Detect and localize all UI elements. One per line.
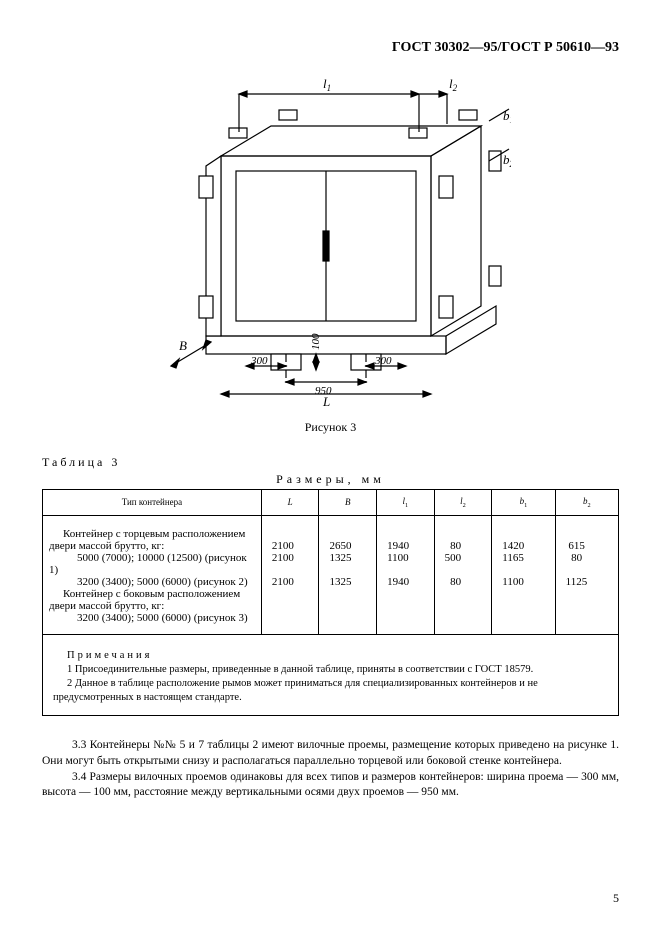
- cell-B: 2650 1325 1325: [319, 515, 377, 634]
- table-caption: Размеры, мм: [42, 472, 619, 487]
- dim-300b: 300: [374, 355, 392, 367]
- page-header: ГОСТ 30302—95/ГОСТ Р 50610—93: [42, 40, 619, 56]
- th-type: Тип контейнера: [43, 490, 262, 516]
- cell-b1: 1420 1165 1100: [492, 515, 555, 634]
- desc-line: 3200 (3400); 5000 (6000) (рисунок 3): [49, 612, 255, 624]
- th-L: L: [261, 490, 319, 516]
- dim-b2: b2: [503, 152, 511, 169]
- container-drawing: l1 l2 b1 b2 B L 300 300 950 100: [151, 66, 511, 406]
- body-text: 3.3 Контейнеры №№ 5 и 7 таблицы 2 имеют …: [42, 738, 619, 800]
- dim-100: 100: [310, 333, 322, 350]
- th-l2: l2: [434, 490, 492, 516]
- table-label: Таблица 3: [42, 455, 619, 470]
- desc-line: 3200 (3400); 5000 (6000) (рисунок 2): [49, 576, 255, 588]
- para-3-4: 3.4 Размеры вилочных проемов одинаковы д…: [42, 770, 619, 801]
- table-row: Контейнер с торцевым расположением двери…: [43, 515, 619, 634]
- cell-l2: 80 500 80: [434, 515, 492, 634]
- notes-title: Примечания: [53, 649, 608, 663]
- note-1: 1 Присоединительные размеры, приведенные…: [53, 663, 608, 677]
- dim-l2: l2: [449, 76, 458, 93]
- cell-b2: 615 80 1125: [555, 515, 618, 634]
- dim-b1: b1: [503, 108, 511, 125]
- dimensions-table: Тип контейнера L B l1 l2 b1 b2 Контейнер…: [42, 489, 619, 635]
- note-2: 2 Данное в таблице расположение рымов мо…: [53, 677, 608, 705]
- figure-caption: Рисунок 3: [42, 420, 619, 435]
- figure-3: l1 l2 b1 b2 B L 300 300 950 100: [42, 66, 619, 406]
- cell-l1: 1940 1100 1940: [377, 515, 435, 634]
- th-b2: b2: [555, 490, 618, 516]
- para-3-3: 3.3 Контейнеры №№ 5 и 7 таблицы 2 имеют …: [42, 738, 619, 769]
- dim-B: B: [179, 338, 187, 353]
- desc-line: Контейнер с боковым расположением двери …: [49, 588, 255, 612]
- desc-line: 5000 (7000); 10000 (12500) (рисунок 1): [49, 552, 255, 576]
- th-b1: b1: [492, 490, 555, 516]
- dim-300a: 300: [250, 355, 268, 367]
- dim-l1: l1: [323, 76, 331, 93]
- th-B: B: [319, 490, 377, 516]
- th-l1: l1: [377, 490, 435, 516]
- cell-L: 2100 2100 2100: [261, 515, 319, 634]
- table-header-row: Тип контейнера L B l1 l2 b1 b2: [43, 490, 619, 516]
- table-notes: Примечания 1 Присоединительные размеры, …: [42, 635, 619, 717]
- dim-950: 950: [315, 385, 332, 397]
- page-number: 5: [613, 891, 619, 906]
- cell-desc: Контейнер с торцевым расположением двери…: [43, 515, 262, 634]
- desc-line: Контейнер с торцевым расположением двери…: [49, 528, 255, 552]
